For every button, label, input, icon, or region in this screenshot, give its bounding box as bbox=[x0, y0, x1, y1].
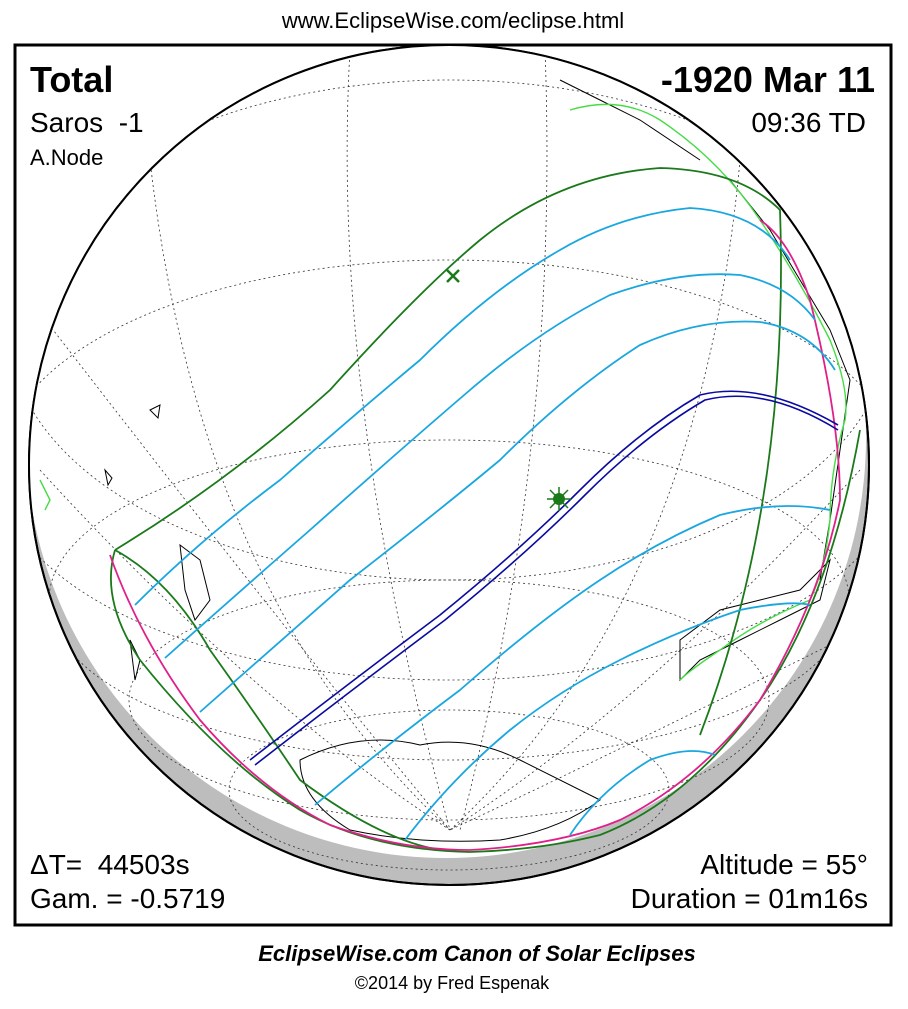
green bbox=[114, 167, 782, 736]
coast bbox=[149, 404, 161, 420]
grid bbox=[149, 159, 451, 831]
coast bbox=[559, 79, 701, 161]
mag bbox=[109, 219, 841, 851]
gamma: Gam. = -0.5719 bbox=[30, 883, 225, 914]
green bbox=[110, 429, 861, 853]
path bbox=[547, 487, 571, 511]
grid bbox=[449, 469, 861, 831]
grid bbox=[449, 159, 741, 831]
source-url: www.EclipseWise.com/eclipse.html bbox=[281, 8, 624, 33]
globe-day bbox=[29, 46, 866, 858]
eclipse-path bbox=[109, 167, 861, 853]
grid bbox=[459, 49, 548, 831]
cyan bbox=[404, 602, 811, 841]
globe-rim bbox=[28, 46, 870, 886]
saros: Saros -1 bbox=[30, 107, 144, 138]
lgreen bbox=[39, 479, 51, 511]
cyan bbox=[164, 273, 816, 659]
lgreen bbox=[569, 103, 847, 681]
green bbox=[114, 549, 441, 851]
coast bbox=[129, 639, 141, 681]
delta-t: ΔT= 44503s bbox=[30, 849, 190, 880]
cyan bbox=[199, 320, 836, 713]
grid bbox=[39, 469, 451, 831]
grid bbox=[128, 579, 770, 821]
cyan bbox=[569, 750, 716, 836]
duration: Duration = 01m16s bbox=[631, 883, 868, 914]
coastlines bbox=[104, 79, 851, 842]
eclipse-type: Total bbox=[30, 59, 113, 100]
cyan bbox=[314, 505, 831, 806]
blue bbox=[249, 390, 839, 761]
eclipse-start-marker bbox=[446, 269, 460, 283]
coast bbox=[299, 739, 601, 842]
time: 09:36 TD bbox=[751, 107, 866, 138]
coast bbox=[729, 179, 851, 581]
blue bbox=[254, 395, 839, 766]
altitude: Altitude = 55° bbox=[700, 849, 868, 880]
grid bbox=[29, 79, 869, 581]
grid bbox=[29, 259, 869, 681]
coast bbox=[179, 543, 211, 622]
grid bbox=[29, 299, 451, 831]
borders bbox=[39, 103, 847, 681]
grid bbox=[449, 619, 869, 831]
footer-credit: ©2014 by Fred Espenak bbox=[355, 973, 550, 993]
eclipse-date: -1920 Mar 11 bbox=[661, 59, 875, 100]
grid bbox=[346, 49, 451, 831]
globe bbox=[28, 46, 870, 886]
coast bbox=[104, 468, 113, 487]
cyan bbox=[134, 207, 791, 606]
footer-title: EclipseWise.com Canon of Solar Eclipses bbox=[258, 941, 696, 966]
node: A.Node bbox=[30, 145, 103, 170]
coast bbox=[679, 558, 831, 682]
